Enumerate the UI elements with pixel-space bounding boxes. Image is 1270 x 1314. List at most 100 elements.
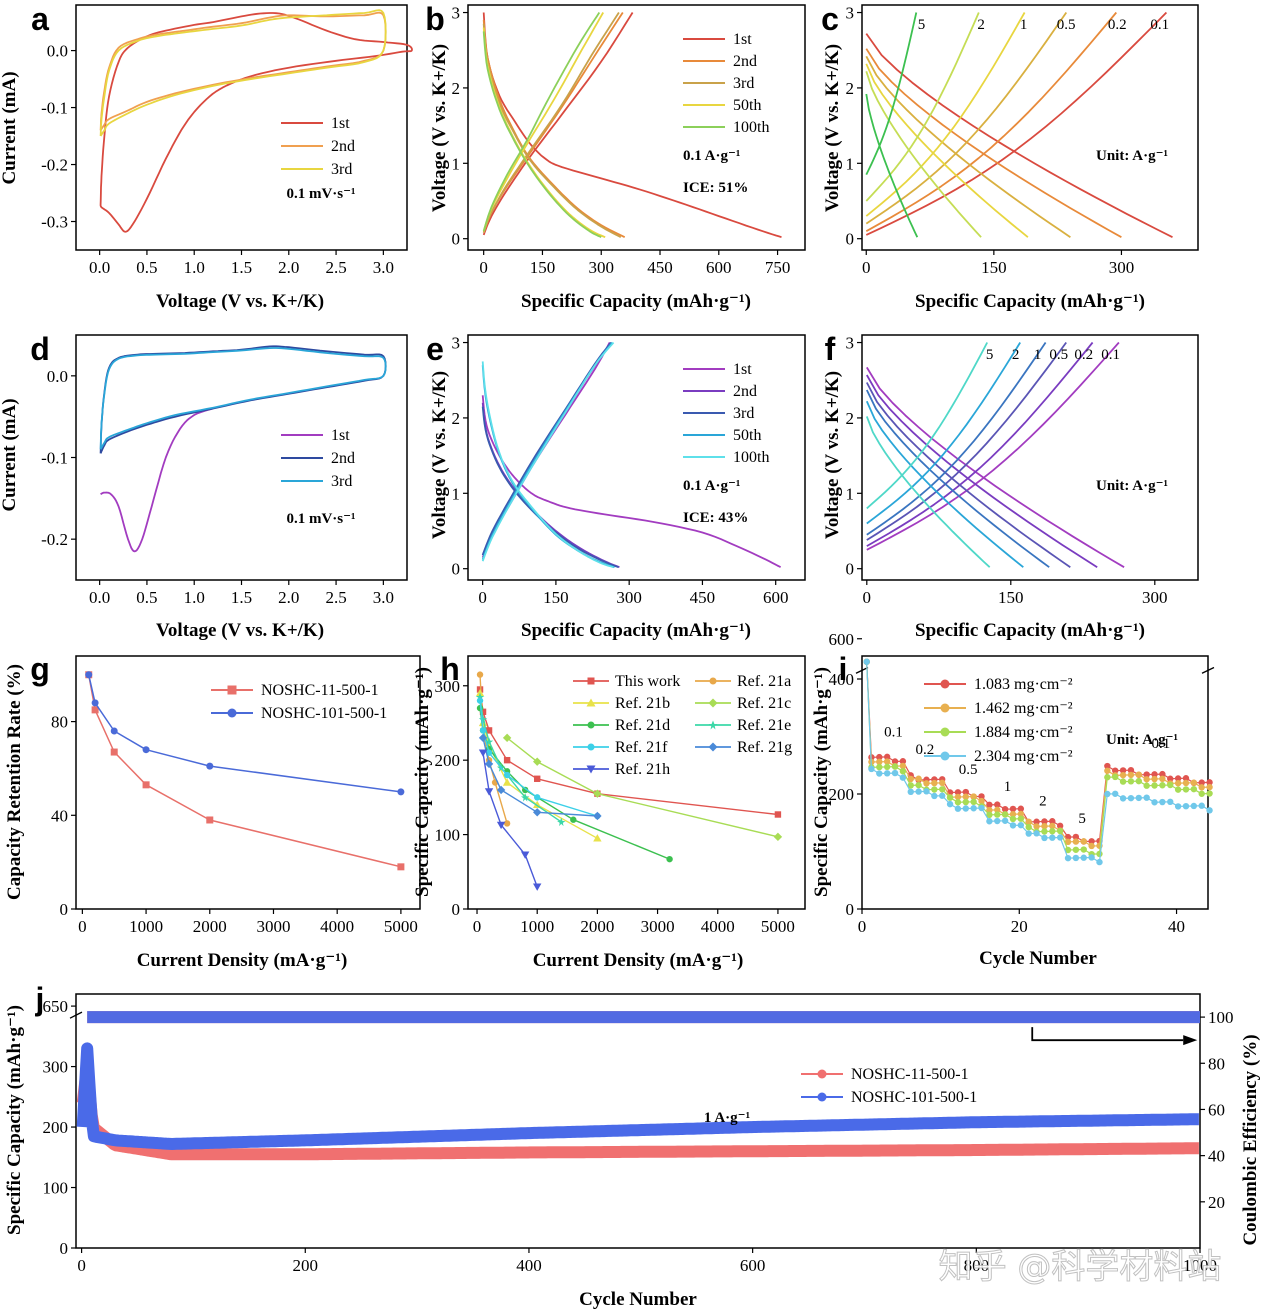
ce-arrow [1031,1027,1184,1042]
marker-circle [994,811,1001,818]
marker-circle [899,758,907,765]
annotation: ICE: 43% [683,510,748,526]
panel-label: j [35,981,45,1017]
legend-entry: 1.884 mg·cm⁻² [974,724,1073,741]
x-axis-label: Voltage (V vs. K+/K) [156,620,324,641]
marker-circle [1190,779,1198,786]
y-tick-label: 0 [846,560,855,579]
marker-triangle [593,834,602,842]
marker-triangle [520,851,530,859]
x-tick-label: 0 [863,588,872,607]
marker-triangle [586,698,596,707]
marker-diamond [708,742,718,752]
x-tick-label: 40 [1168,917,1185,936]
marker-circle [1080,846,1087,853]
marker-diamond [593,789,602,798]
marker-circle [1206,783,1213,791]
marker-circle [863,658,870,665]
marker-circle [986,806,993,814]
x-tick-label: 1000 [129,917,163,936]
legend-entry: 100th [733,449,769,466]
marker-circle [1041,823,1048,830]
marker-circle [931,779,938,787]
marker-circle [899,774,907,781]
legend-entry: 1st [733,31,752,48]
x-tick-label: 300 [588,258,614,277]
marker-star [478,715,488,724]
annotation: 0.1 mV·s⁻¹ [286,511,355,527]
marker-square [587,677,595,685]
marker-circle [1206,779,1213,786]
marker-circle [939,792,946,799]
rate-label: 0.1 [1150,17,1169,33]
marker-circle [876,763,883,771]
marker-circle [1151,782,1158,789]
marker-circle [1072,854,1080,862]
marker-circle [1088,838,1095,845]
x-tick-label: 300 [1109,258,1135,277]
marker-circle [1104,790,1111,798]
charge-curve [865,11,1168,236]
rate-label: 0.2 [1108,17,1127,33]
marker-circle [1049,818,1056,825]
x-tick-label: 200 [293,1256,319,1275]
rate-label: 1 [1034,347,1042,363]
marker-circle [915,781,922,789]
marker-circle [1159,798,1166,806]
marker-circle [1080,838,1087,845]
rate-label: 0.2 [1074,347,1093,363]
series-line [482,752,538,887]
discharge-curve [866,382,1071,568]
marker-circle [946,794,954,801]
marker-circle [91,699,99,707]
annotation: Unit: A·g⁻¹ [1106,732,1178,748]
marker-circle [1206,790,1213,797]
x-tick-label: 1.0 [184,588,205,607]
legend-entry: 50th [733,427,761,444]
marker-circle [1127,794,1135,802]
marker-circle [1009,815,1017,823]
y-tick-label: 1 [846,154,855,173]
x-tick-label: 150 [530,258,556,277]
discharge-curve [482,12,782,239]
charge-curve [482,12,601,232]
marker-circle [1072,846,1080,853]
marker-circle [994,806,1001,814]
y-tick-label: 200 [435,751,461,770]
marker-circle [1001,805,1009,813]
marker-circle [1190,785,1198,793]
marker-circle [915,788,922,795]
y-tick-label: 3 [846,4,855,23]
x-tick-label: 150 [543,588,569,607]
x-tick-label: 0 [862,258,871,277]
capacity-band [76,1060,1203,1161]
legend-entry: 50th [733,97,761,114]
series-line [479,674,508,824]
discharge-curve [481,406,619,569]
marker-circle [1174,803,1182,810]
marker-circle [876,770,883,777]
y-tick-label: 2 [452,409,461,428]
x-tick-label: 600 [740,1256,766,1275]
discharge-curve [865,71,982,238]
panel-label: b [425,1,445,37]
marker-circle [1033,830,1040,837]
marker-diamond [533,808,542,817]
x-axis-label: Current Density (mA·g⁻¹) [533,950,744,971]
marker-triangle [533,883,542,891]
marker-circle [110,727,118,735]
discharge-curve [481,365,615,569]
legend-entry: Ref. 21c [737,695,791,712]
y-tick-label: 40 [51,806,68,825]
axis-break [69,1011,83,1019]
x-tick-label: 4000 [320,917,354,936]
y-tick-label: 300 [435,677,461,696]
rate-label: 0.1 [1151,736,1170,752]
rate-label: 2 [1039,794,1047,810]
legend-entry: Ref. 21b [615,695,670,712]
marker-circle [1009,811,1017,818]
marker-circle [1112,767,1119,774]
marker-triangle [484,788,494,796]
